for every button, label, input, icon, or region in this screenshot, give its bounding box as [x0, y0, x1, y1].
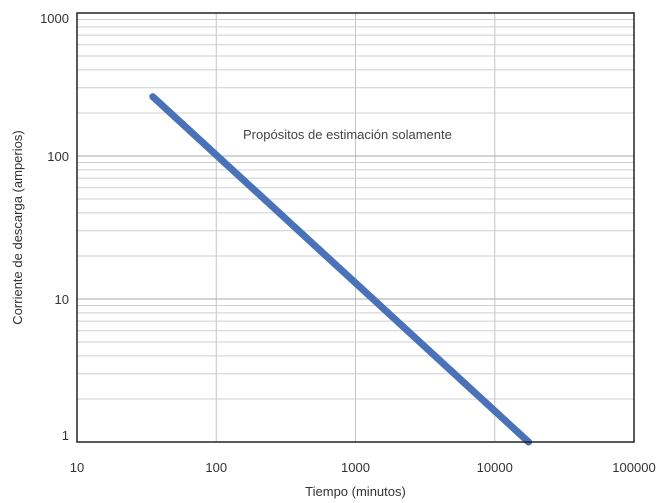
x-axis-title: Tiempo (minutos)	[305, 484, 406, 499]
y-axis-title: Corriente de descarga (amperios)	[10, 130, 25, 324]
y-tick-label: 100	[47, 149, 69, 164]
x-tick-label: 100	[205, 460, 227, 475]
y-tick-label: 1	[62, 428, 69, 443]
x-tick-label: 100000	[612, 460, 655, 475]
grid	[76, 13, 635, 443]
annotation: Propósitos de estimación solamente	[243, 127, 452, 142]
y-tick-label: 10	[55, 292, 69, 307]
x-tick-label: 10000	[477, 460, 513, 475]
series-layer	[149, 93, 533, 446]
y-tick-label: 1000	[40, 11, 69, 26]
x-tick-label: 10	[70, 460, 84, 475]
plot-frame	[76, 12, 635, 443]
x-tick-labels: 10 100 1000 10000 100000	[70, 460, 656, 475]
x-tick-label: 1000	[341, 460, 370, 475]
y-tick-labels: 1 10 100 1000	[40, 11, 69, 443]
series-line	[149, 93, 533, 446]
